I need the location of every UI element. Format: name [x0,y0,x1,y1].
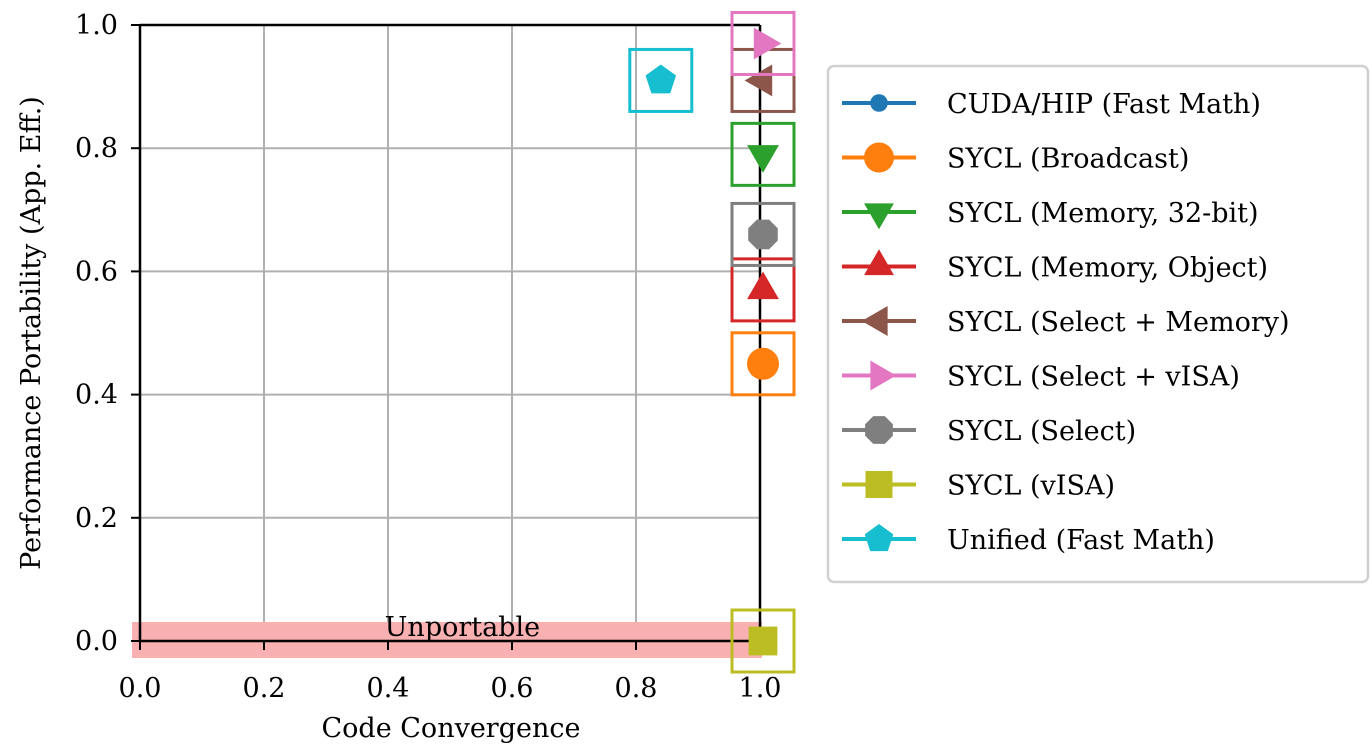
point-highlight-box [730,257,796,323]
legend-marker [865,471,893,498]
point-highlight-box [730,201,796,267]
x-tick-label: 0.8 [615,673,658,704]
x-axis-label: Code Convergence [322,713,581,744]
point-highlight-box [730,10,796,76]
legend-marker [864,249,894,276]
legend-item: SYCL (Select + vISA) [842,360,1240,393]
legend-label: CUDA/HIP (Fast Math) [947,89,1261,120]
legend-label: SYCL (Memory, Object) [947,253,1268,284]
legend-label: SYCL (Select) [947,416,1136,447]
legend-item: SYCL (Memory, Object) [842,249,1268,284]
legend-item: Unified (Fast Math) [842,524,1215,556]
data-point [645,64,677,94]
legend-marker [864,524,894,552]
legend-marker [864,142,894,173]
data-points [628,10,796,674]
legend: CUDA/HIP (Fast Math) SYCL (Broadcast) SYCL… [826,64,1370,584]
data-point [747,145,779,173]
legend-item: SYCL (vISA) [842,471,1115,502]
y-tick-label: 0.2 [75,503,118,534]
data-point [753,27,782,60]
data-point [747,347,779,380]
data-point [744,64,773,97]
legend-marker [865,416,893,444]
x-tick-label: 1.0 [739,673,782,704]
x-tick-label: 0.6 [491,673,534,704]
legend-frame [826,64,1370,584]
legend-item: CUDA/HIP (Fast Math) [842,89,1261,120]
legend-label: SYCL (vISA) [947,471,1115,502]
point-highlight-box [628,47,694,113]
x-tick-label: 0.0 [119,673,162,704]
data-point [748,626,778,656]
legend-label: Unified (Fast Math) [947,525,1215,556]
legend-marker [870,360,897,391]
data-point [748,219,778,250]
data-point [747,271,779,300]
y-axis-label: Performance Portability (App. Eff.) [16,96,47,570]
grid [139,24,761,642]
axis-ticks: 0.0 0.2 0.4 0.6 0.8 1.0 0.0 0.2 0.4 0.6 0.8 1.0 [75,10,781,704]
y-tick-label: 0.0 [75,626,118,657]
unportable-annotation: Unportable [385,612,540,643]
y-tick-label: 0.4 [75,380,118,411]
x-tick-label: 0.4 [367,673,410,704]
y-tick-label: 1.0 [75,10,118,41]
portability-threshold-lines [138,23,762,643]
legend-marker [870,94,888,112]
x-tick-label: 0.2 [243,673,286,704]
legend-label: SYCL (Memory, 32-bit) [947,198,1259,229]
legend-item: SYCL (Broadcast) [842,142,1189,175]
point-highlight-box [730,331,796,397]
y-tick-label: 0.8 [75,133,118,164]
y-tick-label: 0.6 [75,256,118,287]
legend-marker [861,306,888,336]
legend-marker [864,203,894,230]
legend-item: SYCL (Select + Memory) [842,306,1290,338]
point-highlight-box [730,121,796,187]
point-highlight-box [730,608,796,674]
legend-label: SYCL (Select + vISA) [947,362,1240,393]
legend-item: SYCL (Memory, 32-bit) [842,198,1259,230]
legend-item: SYCL (Select) [842,416,1136,447]
legend-label: SYCL (Select + Memory) [947,307,1290,338]
legend-label: SYCL (Broadcast) [947,144,1189,175]
